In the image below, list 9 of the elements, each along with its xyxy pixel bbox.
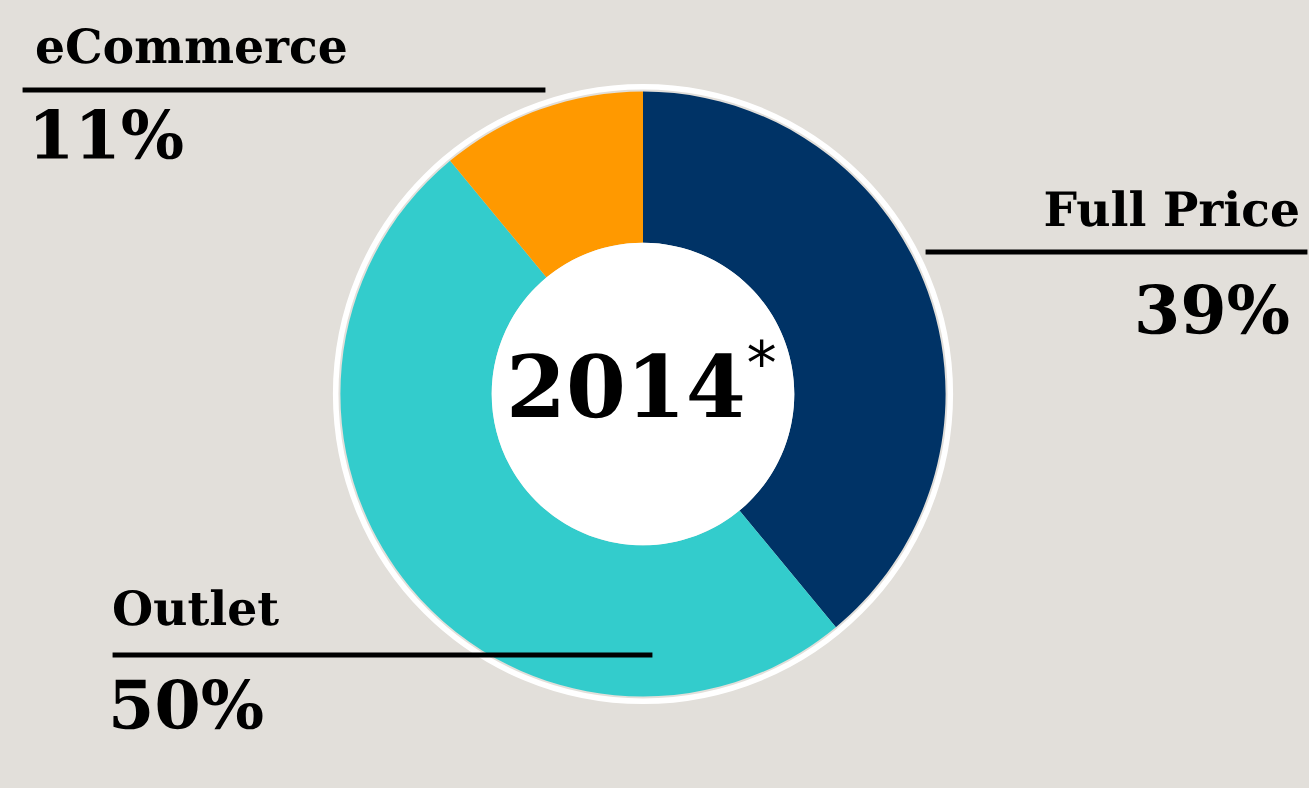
slice-label: eCommerce [36, 27, 346, 64]
donut-slice [450, 91, 643, 278]
data-label: 11% [36, 108, 183, 160]
data-label: 50% [113, 678, 263, 730]
slice-label: Outlet [113, 589, 279, 626]
data-label: 39% [1138, 283, 1289, 335]
slice-label: Full Price [1045, 190, 1298, 227]
text: 2014$^{*}$ [511, 339, 775, 419]
donut-slice [340, 160, 836, 697]
